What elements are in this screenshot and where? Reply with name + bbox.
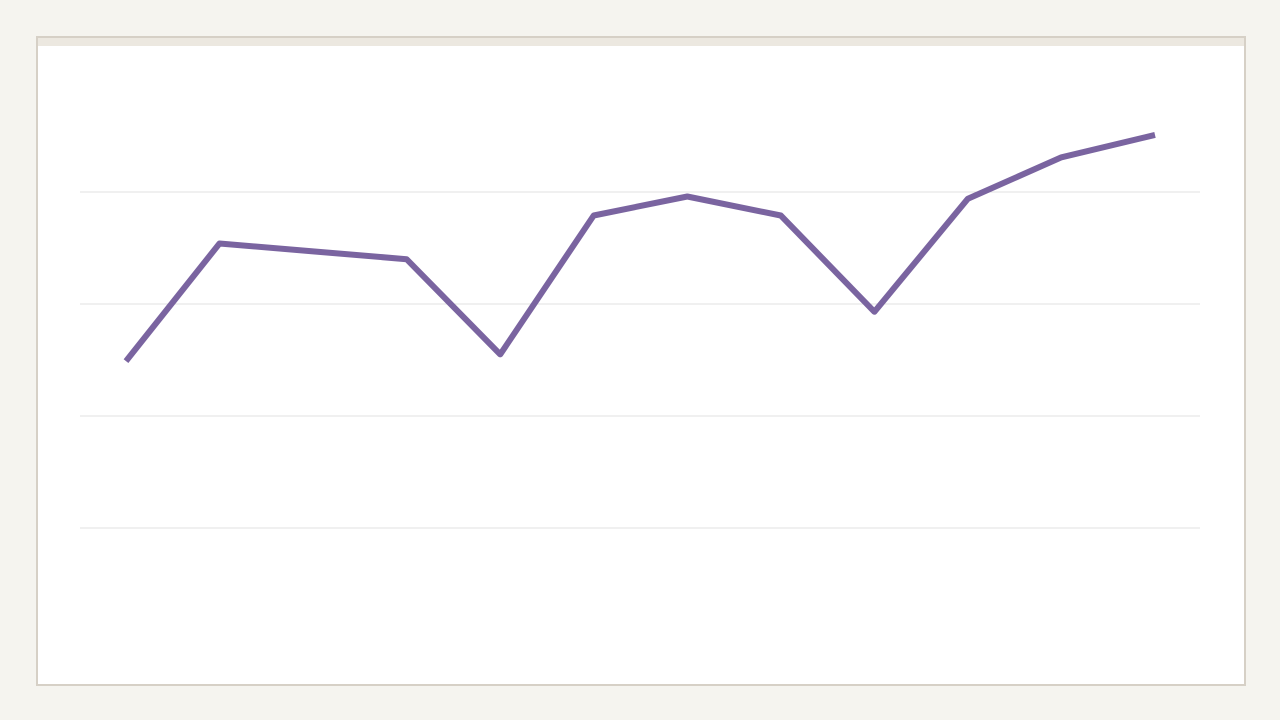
chart-card bbox=[36, 36, 1246, 686]
data-line bbox=[123, 131, 1156, 363]
card-header-band bbox=[38, 38, 1244, 46]
